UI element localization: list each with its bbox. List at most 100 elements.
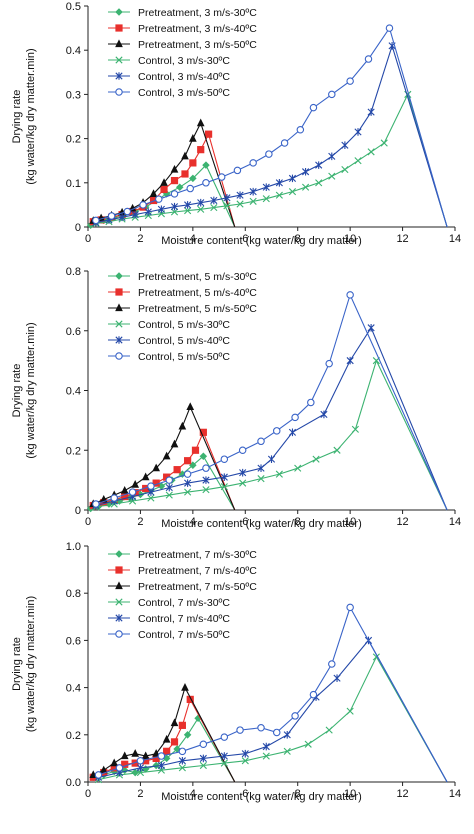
data-point xyxy=(291,712,299,720)
data-point xyxy=(249,187,257,196)
data-point xyxy=(189,174,197,183)
data-point xyxy=(301,183,310,191)
legend-label: Control, 5 m/s-40ºC xyxy=(138,335,230,347)
data-point xyxy=(220,455,229,463)
data-point xyxy=(288,174,297,183)
data-point xyxy=(238,446,247,454)
data-point xyxy=(199,452,208,460)
data-point xyxy=(262,183,270,192)
data-point xyxy=(275,470,283,478)
data-point xyxy=(325,359,333,368)
data-point xyxy=(178,747,187,756)
data-point xyxy=(149,189,158,197)
data-point xyxy=(220,483,228,491)
data-point xyxy=(183,731,192,739)
data-point xyxy=(351,425,359,433)
data-point xyxy=(157,761,165,770)
data-point xyxy=(131,480,140,488)
legend-marker xyxy=(115,303,123,312)
data-point xyxy=(121,760,129,768)
x-tick-label: 8 xyxy=(295,788,301,800)
data-point xyxy=(131,210,139,219)
data-point xyxy=(170,208,179,216)
data-point xyxy=(265,150,273,158)
x-tick-label: 2 xyxy=(137,516,143,528)
data-point xyxy=(184,201,192,209)
data-point xyxy=(152,749,161,757)
data-point xyxy=(283,731,291,739)
data-point xyxy=(165,483,173,492)
legend-label: Control, 3 m/s-30ºC xyxy=(138,55,230,67)
data-point xyxy=(170,176,179,185)
data-point xyxy=(197,198,205,207)
data-point xyxy=(136,757,145,765)
data-point xyxy=(210,203,218,212)
x-tick-label: 14 xyxy=(449,233,461,245)
legend-label: Pretreatment, 3 m/s-40ºC xyxy=(138,23,257,35)
data-point xyxy=(157,752,166,760)
data-point xyxy=(202,179,210,187)
data-point xyxy=(92,500,100,508)
data-point xyxy=(170,738,179,746)
data-point xyxy=(199,428,207,436)
series-6 xyxy=(92,24,448,228)
data-point xyxy=(178,764,186,772)
data-point xyxy=(136,764,145,772)
legend: Pretreatment, 7 m/s-30ºC Pretreatment, 7 … xyxy=(108,549,257,641)
data-point xyxy=(181,683,189,691)
data-point xyxy=(162,451,171,460)
series-6 xyxy=(94,603,448,783)
y-tick-label: 0.6 xyxy=(66,326,81,338)
data-point xyxy=(280,139,289,147)
y-tick-label: 0.8 xyxy=(66,266,81,278)
data-point xyxy=(267,455,276,464)
data-point xyxy=(131,768,139,777)
legend-label: Pretreatment, 3 m/s-50ºC xyxy=(138,39,257,51)
data-point xyxy=(315,179,323,187)
data-point xyxy=(328,90,336,99)
data-point xyxy=(110,758,119,767)
data-point xyxy=(333,446,341,454)
data-point xyxy=(283,747,291,755)
data-point xyxy=(239,479,247,487)
legend-marker xyxy=(115,598,123,606)
data-point xyxy=(160,185,168,194)
data-point xyxy=(320,410,328,419)
x-tick-label: 12 xyxy=(396,788,408,800)
data-point xyxy=(272,728,281,737)
data-point xyxy=(220,733,229,741)
data-point xyxy=(170,202,179,211)
data-point xyxy=(178,756,186,765)
data-point xyxy=(170,190,179,198)
legend-label: Control, 7 m/s-50ºC xyxy=(138,629,230,641)
y-axis-title: Drying rate xyxy=(11,364,23,418)
y-tick-label: 1.0 xyxy=(66,541,81,553)
data-point xyxy=(312,455,320,463)
data-point xyxy=(309,103,318,112)
data-point xyxy=(189,159,197,167)
y-tick-label: 0.4 xyxy=(66,45,81,57)
data-point xyxy=(199,754,207,763)
data-point xyxy=(202,486,210,494)
y-tick-label: 0.6 xyxy=(66,635,81,647)
data-point xyxy=(184,207,192,215)
data-point xyxy=(223,194,231,202)
legend-marker xyxy=(115,56,123,64)
data-point xyxy=(186,184,194,193)
legend-label: Pretreatment, 3 m/s-30ºC xyxy=(138,7,257,19)
data-point xyxy=(186,695,194,704)
x-tick-label: 14 xyxy=(449,788,461,800)
data-point xyxy=(257,437,265,446)
legend-marker xyxy=(115,88,123,96)
data-point xyxy=(236,200,244,208)
legend: Pretreatment, 5 m/s-30ºC Pretreatment, 5 … xyxy=(108,271,257,363)
data-point xyxy=(204,130,213,138)
data-point xyxy=(107,212,116,220)
y-axis-title: Drying rate xyxy=(11,637,23,691)
data-point xyxy=(178,421,187,430)
data-point xyxy=(294,464,302,472)
y-tick-label: 0.8 xyxy=(66,588,81,600)
y-tick-label: 0.2 xyxy=(66,134,81,146)
data-point xyxy=(123,207,132,216)
legend-marker xyxy=(115,320,123,328)
